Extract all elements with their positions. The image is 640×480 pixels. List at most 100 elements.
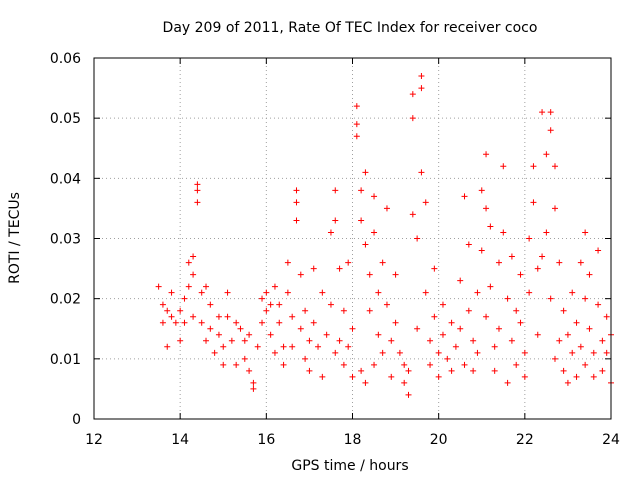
data-point	[383, 301, 390, 308]
data-point	[340, 307, 347, 314]
data-point	[233, 319, 240, 326]
data-point	[159, 319, 166, 326]
data-point	[439, 331, 446, 338]
data-point	[582, 361, 589, 368]
data-point	[551, 355, 558, 362]
data-point	[349, 373, 356, 380]
x-tick-label: 22	[516, 432, 534, 448]
data-point	[573, 373, 580, 380]
data-point	[461, 193, 468, 200]
data-point	[353, 121, 360, 128]
data-point	[457, 277, 464, 284]
data-point	[358, 367, 365, 374]
data-point	[392, 271, 399, 278]
data-point	[599, 337, 606, 344]
data-point	[439, 301, 446, 308]
data-point	[409, 115, 416, 122]
data-point	[241, 337, 248, 344]
data-point	[483, 205, 490, 212]
data-point	[259, 295, 266, 302]
data-point	[517, 271, 524, 278]
data-point	[250, 379, 257, 386]
data-point	[297, 271, 304, 278]
data-point	[332, 217, 339, 224]
data-point	[383, 205, 390, 212]
data-point	[315, 343, 322, 350]
data-point	[302, 355, 309, 362]
data-point	[358, 187, 365, 194]
data-point	[487, 283, 494, 290]
data-point	[556, 337, 563, 344]
data-point	[284, 259, 291, 266]
data-point	[228, 337, 235, 344]
data-point	[401, 379, 408, 386]
data-point	[323, 331, 330, 338]
data-point	[241, 355, 248, 362]
y-tick-label: 0.05	[50, 111, 81, 127]
data-point	[590, 349, 597, 356]
data-point	[427, 337, 434, 344]
data-point	[500, 163, 507, 170]
data-point	[280, 361, 287, 368]
data-point	[478, 187, 485, 194]
data-point	[379, 349, 386, 356]
y-tick-labels: 0 0.01 0.02 0.03 0.04 0.05 0.06	[50, 51, 81, 428]
data-point	[181, 295, 188, 302]
data-point	[332, 349, 339, 356]
data-point	[297, 325, 304, 332]
data-point	[203, 283, 210, 290]
data-point	[409, 211, 416, 218]
data-point	[564, 379, 571, 386]
data-point	[371, 361, 378, 368]
data-point	[457, 325, 464, 332]
data-point	[362, 379, 369, 386]
data-point	[340, 361, 347, 368]
data-point	[254, 343, 261, 350]
data-point	[168, 289, 175, 296]
data-point	[194, 199, 201, 206]
y-tick-label: 0.04	[50, 171, 81, 187]
data-point	[539, 109, 546, 116]
data-point	[590, 373, 597, 380]
data-point	[513, 307, 520, 314]
data-point	[547, 127, 554, 134]
data-point	[521, 349, 528, 356]
data-point	[526, 289, 533, 296]
data-point	[246, 367, 253, 374]
data-point	[504, 295, 511, 302]
data-point	[513, 361, 520, 368]
data-point	[414, 235, 421, 242]
data-point	[159, 301, 166, 308]
data-point	[177, 337, 184, 344]
data-point	[401, 361, 408, 368]
data-point	[371, 229, 378, 236]
data-point	[181, 319, 188, 326]
data-point	[362, 169, 369, 176]
data-point	[491, 343, 498, 350]
data-point	[246, 331, 253, 338]
data-point	[603, 349, 610, 356]
x-tick-label: 24	[602, 432, 620, 448]
data-point	[543, 229, 550, 236]
data-point	[332, 187, 339, 194]
data-point	[495, 325, 502, 332]
data-point	[168, 313, 175, 320]
data-point	[198, 289, 205, 296]
data-point	[207, 325, 214, 332]
data-point	[164, 307, 171, 314]
data-point	[470, 367, 477, 374]
data-point	[319, 289, 326, 296]
data-point	[573, 319, 580, 326]
data-point	[427, 361, 434, 368]
data-point	[483, 313, 490, 320]
data-point	[289, 343, 296, 350]
data-point	[569, 289, 576, 296]
data-point	[172, 319, 179, 326]
data-point	[435, 373, 442, 380]
data-point	[259, 319, 266, 326]
data-point	[517, 319, 524, 326]
data-point	[233, 361, 240, 368]
data-point	[327, 229, 334, 236]
y-tick-label: 0	[72, 412, 81, 428]
